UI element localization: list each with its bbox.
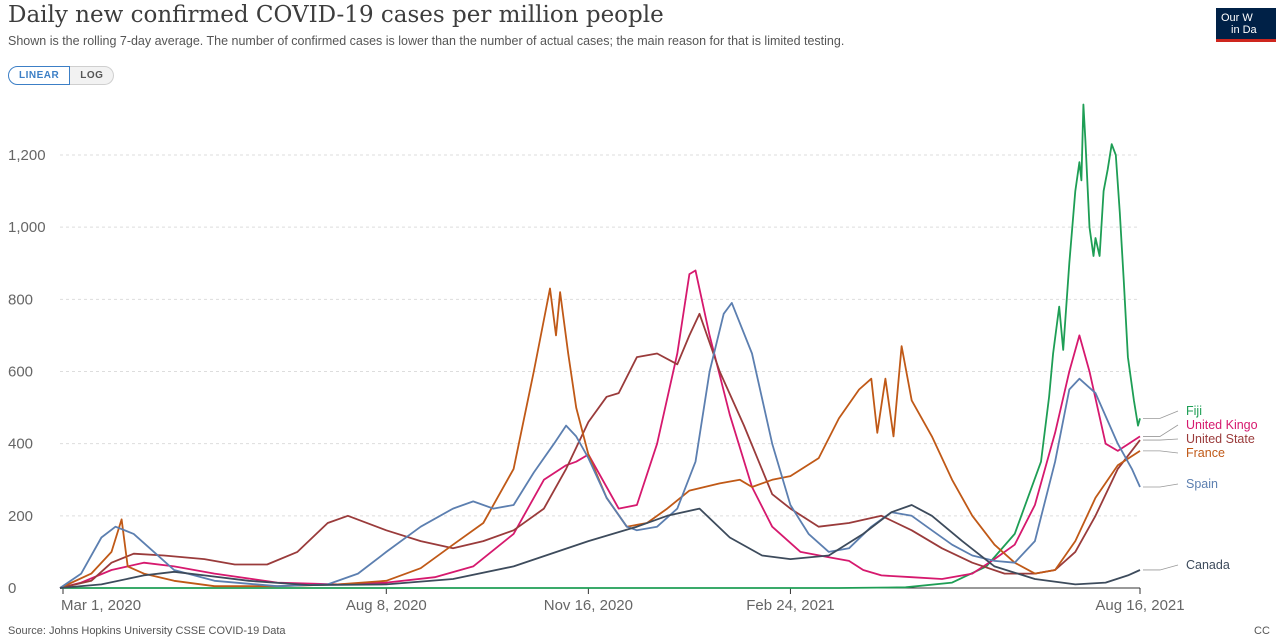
log-scale-button[interactable]: LOG	[70, 66, 115, 85]
logo-accent-bar	[1216, 39, 1276, 42]
x-tick-label: Nov 16, 2020	[544, 597, 633, 614]
series-line	[59, 312, 1141, 589]
end-label: Canada	[1186, 558, 1230, 572]
chart-title: Daily new confirmed COVID-19 cases per m…	[8, 2, 664, 28]
scale-toggle: LINEAR LOG	[8, 66, 115, 85]
x-tick-label: Aug 8, 2020	[346, 597, 427, 614]
end-label-connector	[1143, 450, 1179, 454]
series-line	[59, 287, 1141, 589]
end-label: United State	[1186, 432, 1255, 446]
end-label-connector	[1143, 564, 1179, 571]
linear-scale-button[interactable]: LINEAR	[8, 66, 71, 85]
series-line	[59, 269, 1141, 589]
end-label-connector	[1143, 424, 1179, 437]
series-line	[60, 103, 1141, 589]
x-tick-label: Feb 24, 2021	[746, 597, 834, 614]
license-link[interactable]: CC	[1254, 625, 1270, 637]
end-label: United Kingo	[1186, 418, 1258, 432]
source-note[interactable]: Source: Johns Hopkins University CSSE CO…	[8, 625, 286, 637]
end-label: Fiji	[1186, 404, 1202, 418]
y-tick-label: 1,000	[8, 219, 46, 236]
y-tick-label: 600	[8, 364, 33, 381]
x-tick-label: Mar 1, 2020	[61, 597, 141, 614]
end-label: Spain	[1186, 477, 1218, 491]
y-tick-label: 800	[8, 291, 33, 308]
x-tick-label: Aug 16, 2021	[1095, 597, 1184, 614]
series-line	[59, 504, 1141, 589]
end-label: France	[1186, 446, 1225, 460]
end-label-connector	[1143, 410, 1179, 419]
y-tick-label: 0	[8, 580, 16, 597]
end-label-connector	[1143, 438, 1179, 441]
line-chart: 0 200 400 600 800 1,000 1,200 Mar 1, 2020 Aug 8,…	[8, 103, 1258, 614]
chart-subtitle: Shown is the rolling 7-day average. The …	[8, 34, 845, 48]
series-line	[59, 301, 1141, 589]
y-tick-label: 200	[8, 508, 33, 525]
logo-text-line2: in Da	[1231, 24, 1257, 36]
owid-logo[interactable]: Our W in Da	[1216, 8, 1276, 42]
logo-text-line1: Our W	[1221, 12, 1253, 24]
y-tick-label: 400	[8, 436, 33, 453]
y-tick-label: 1,200	[8, 147, 46, 164]
end-label-connector	[1143, 483, 1179, 488]
